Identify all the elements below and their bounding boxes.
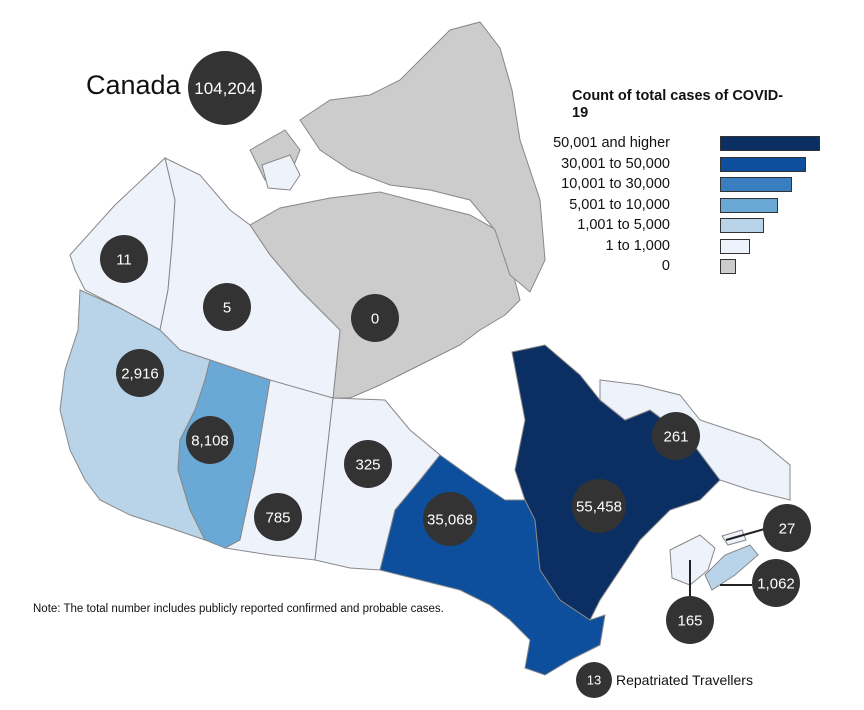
legend-swatch [720, 218, 764, 233]
case-bubbles: 11 5 0 2,916 8,108 785 325 35,068 55,458 261 27 1,0… [100, 51, 811, 698]
leader-line-pe [725, 527, 769, 541]
region-nu-value: 0 [371, 310, 379, 327]
region-ab-value: 8,108 [191, 432, 229, 449]
region-pe-bubble[interactable] [763, 504, 811, 552]
region-mb-bubble[interactable] [344, 440, 392, 488]
region-mb-value: 325 [355, 456, 380, 473]
region-nt-value: 5 [223, 299, 231, 316]
region-pe-value: 27 [779, 520, 796, 537]
region-sk-bubble[interactable] [254, 493, 302, 541]
legend-swatch [720, 197, 778, 213]
region-nl-bubble[interactable] [652, 412, 700, 460]
legend-title: Count of total cases of COVID-19 [572, 88, 784, 121]
region-yt-bubble[interactable] [100, 235, 148, 283]
legend-item: 30,001 to 50,000 [560, 155, 840, 176]
legend-swatch [720, 136, 820, 151]
footnote: Note: The total number includes publicly… [33, 603, 444, 615]
legend-item: 10,001 to 30,000 [560, 175, 840, 196]
legend-label: 50,001 and higher [553, 135, 670, 151]
national-total-bubble[interactable] [188, 51, 262, 125]
national-total-value: 104,204 [194, 79, 255, 98]
repatriated-label: Repatriated Travellers [616, 672, 753, 688]
region-nb[interactable] [669, 534, 716, 586]
region-nl-value: 261 [663, 428, 688, 445]
region-on-value: 35,068 [427, 511, 473, 528]
region-nt-bubble[interactable] [203, 283, 251, 331]
legend-item: 1 to 1,000 [560, 237, 840, 258]
legend-item: 0 [560, 257, 840, 278]
region-bc-bubble[interactable] [116, 349, 164, 397]
repatriated-value: 13 [587, 673, 601, 688]
repatriated-bubble[interactable] [576, 662, 612, 698]
legend-swatch [720, 238, 750, 254]
legend-label: 1,001 to 5,000 [577, 217, 670, 233]
region-bc-value: 2,916 [121, 365, 159, 382]
legend-swatch [720, 177, 792, 192]
region-on-bubble[interactable] [423, 492, 477, 546]
region-qc-value: 55,458 [576, 498, 622, 515]
region-nb-value: 165 [677, 612, 702, 629]
legend: 50,001 and higher 30,001 to 50,000 10,00… [553, 134, 840, 278]
region-sk-value: 785 [265, 509, 290, 526]
legend-swatch [720, 156, 806, 172]
region-ns-bubble[interactable] [752, 559, 800, 607]
region-nu-islands-3 [261, 154, 301, 191]
legend-swatch [720, 259, 736, 274]
map-title: Canada [86, 70, 181, 100]
region-ab-bubble[interactable] [186, 416, 234, 464]
legend-label: 5,001 to 10,000 [569, 196, 670, 213]
legend-label: 10,001 to 30,000 [561, 176, 670, 192]
region-nb-bubble[interactable] [666, 596, 714, 644]
region-qc-bubble[interactable] [572, 479, 626, 533]
region-ns[interactable] [704, 544, 759, 591]
legend-item: 50,001 and higher [553, 134, 840, 155]
legend-label: 0 [661, 258, 670, 274]
legend-item: 5,001 to 10,000 [560, 196, 840, 217]
legend-label: 30,001 to 50,000 [561, 155, 670, 172]
region-ns-value: 1,062 [757, 575, 795, 592]
region-nu-bubble[interactable] [351, 294, 399, 342]
legend-label: 1 to 1,000 [605, 237, 671, 254]
region-yt-value: 11 [116, 251, 132, 268]
legend-item: 1,001 to 5,000 [560, 216, 840, 237]
region-nu-islands [299, 21, 546, 293]
